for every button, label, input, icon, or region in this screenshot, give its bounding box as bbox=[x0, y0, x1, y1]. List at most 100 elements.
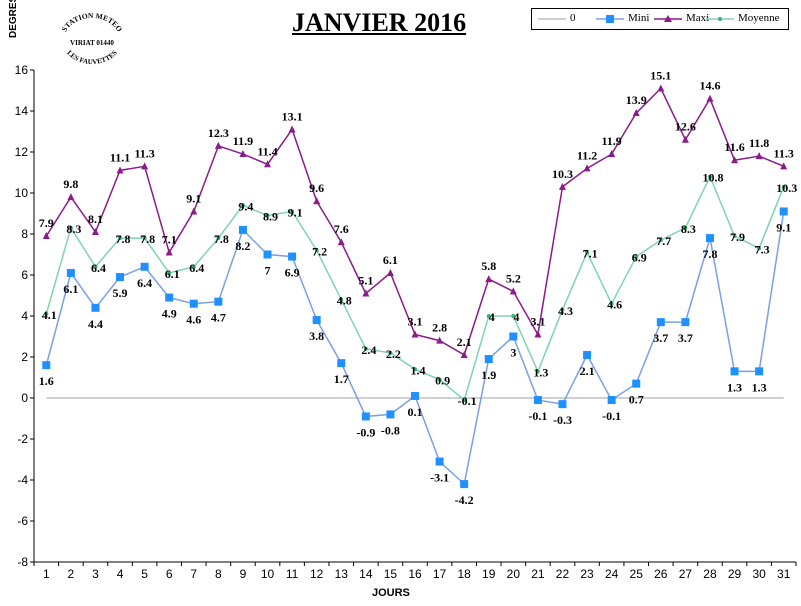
moyenne-data-label: 7.3 bbox=[755, 242, 770, 256]
maxi-data-label: 5.1 bbox=[358, 273, 373, 287]
mini-data-label: 7.8 bbox=[702, 247, 717, 261]
moyenne-point bbox=[216, 236, 221, 241]
legend-label-maxi: Maxi bbox=[686, 12, 710, 24]
x-tick-label: 4 bbox=[117, 567, 124, 581]
moyenne-point bbox=[535, 369, 540, 374]
maxi-point bbox=[116, 166, 124, 174]
maxi-data-label: 11.3 bbox=[134, 146, 154, 160]
x-tick-label: 18 bbox=[457, 567, 471, 581]
moyenne-data-label: 7.1 bbox=[583, 246, 598, 260]
mini-point bbox=[288, 252, 297, 261]
mini-point bbox=[509, 332, 518, 341]
moyenne-data-label: 4.6 bbox=[607, 298, 622, 312]
mini-point bbox=[116, 273, 125, 282]
moyenne-data-label: 10.3 bbox=[776, 181, 797, 195]
maxi-point bbox=[337, 238, 345, 246]
x-tick-label: 24 bbox=[605, 567, 619, 581]
y-tick-label: 10 bbox=[15, 186, 29, 200]
maxi-point bbox=[436, 336, 444, 344]
mini-point bbox=[189, 299, 198, 308]
maxi-point bbox=[165, 248, 173, 256]
maxi-point bbox=[681, 135, 689, 143]
x-tick-label: 5 bbox=[141, 567, 148, 581]
y-tick-label: -4 bbox=[17, 473, 28, 487]
mini-data-label: 4.6 bbox=[186, 313, 201, 327]
x-tick-label: 15 bbox=[384, 567, 398, 581]
mini-data-label: -0.9 bbox=[356, 425, 375, 439]
moyenne-data-label: 8.3 bbox=[681, 222, 696, 236]
x-tick-label: 8 bbox=[215, 567, 222, 581]
x-tick-label: 29 bbox=[728, 567, 742, 581]
mini-point bbox=[558, 400, 567, 409]
x-tick-label: 31 bbox=[777, 567, 791, 581]
moyenne-point bbox=[240, 203, 245, 208]
x-tick-label: 21 bbox=[531, 567, 545, 581]
moyenne-point bbox=[634, 254, 639, 259]
maxi-point bbox=[780, 162, 788, 170]
mini-point bbox=[435, 457, 444, 466]
maxi-point bbox=[313, 197, 321, 205]
mini-data-label: 8.2 bbox=[235, 239, 250, 253]
maxi-data-label: 15.1 bbox=[650, 68, 671, 82]
moyenne-point bbox=[314, 248, 319, 253]
x-tick-label: 7 bbox=[190, 567, 197, 581]
mini-data-label: -0.8 bbox=[381, 423, 400, 437]
moyenne-data-label: 0.9 bbox=[435, 374, 450, 388]
maxi-data-label: 3.1 bbox=[530, 314, 545, 328]
maxi-point bbox=[264, 160, 272, 168]
moyenne-data-label: 9.1 bbox=[288, 205, 303, 219]
maxi-data-label: 10.3 bbox=[552, 167, 573, 181]
moyenne-point bbox=[683, 225, 688, 230]
mini-point bbox=[337, 359, 346, 368]
y-tick-label: 16 bbox=[15, 63, 29, 77]
mini-point bbox=[312, 316, 321, 325]
moyenne-point bbox=[757, 246, 762, 251]
x-tick-label: 25 bbox=[630, 567, 644, 581]
moyenne-data-label: 8.9 bbox=[263, 210, 278, 224]
mini-data-label: 0.7 bbox=[629, 393, 644, 407]
moyenne-data-label: 7.7 bbox=[656, 234, 671, 248]
chart-title: JANVIER 2016 bbox=[292, 8, 467, 37]
maxi-point bbox=[411, 330, 419, 338]
maxi-point bbox=[239, 150, 247, 158]
x-tick-label: 22 bbox=[556, 567, 570, 581]
y-tick-label: -6 bbox=[17, 514, 28, 528]
maxi-point bbox=[141, 162, 149, 170]
y-tick-label: 2 bbox=[21, 350, 28, 364]
x-tick-label: 13 bbox=[335, 567, 349, 581]
moyenne-point bbox=[658, 238, 663, 243]
maxi-data-label: 5.2 bbox=[506, 271, 521, 285]
moyenne-data-label: 7.8 bbox=[214, 232, 229, 246]
mini-point bbox=[705, 234, 714, 243]
maxi-point bbox=[706, 94, 714, 102]
moyenne-point bbox=[585, 250, 590, 255]
maxi-point bbox=[583, 164, 591, 172]
maxi-data-label: 11.8 bbox=[749, 136, 769, 150]
maxi-data-label: 3.1 bbox=[408, 314, 423, 328]
x-tick-label: 3 bbox=[92, 567, 99, 581]
maxi-point bbox=[190, 207, 198, 215]
mini-point bbox=[411, 391, 419, 400]
mini-data-label: 1.3 bbox=[752, 380, 767, 394]
moyenne-point bbox=[44, 311, 49, 316]
moyenne-point bbox=[68, 225, 73, 230]
maxi-point bbox=[731, 156, 739, 164]
moyenne-point bbox=[781, 184, 786, 189]
mini-data-label: -4.2 bbox=[455, 493, 474, 507]
x-tick-label: 11 bbox=[286, 567, 299, 581]
mini-point bbox=[238, 225, 247, 234]
mini-data-label: 3.8 bbox=[309, 329, 324, 343]
maxi-data-label: 11.9 bbox=[601, 134, 621, 148]
x-tick-label: 26 bbox=[654, 567, 668, 581]
maxi-point bbox=[214, 141, 222, 149]
moyenne-point bbox=[167, 270, 172, 275]
maxi-point bbox=[632, 109, 640, 117]
moyenne-point bbox=[560, 307, 565, 312]
mini-point bbox=[91, 303, 100, 312]
mini-data-label: -3.1 bbox=[430, 471, 449, 485]
moyenne-data-label: 4.1 bbox=[42, 308, 57, 322]
moyenne-point bbox=[609, 301, 614, 306]
moyenne-point bbox=[486, 314, 491, 318]
moyenne-point bbox=[511, 314, 516, 318]
